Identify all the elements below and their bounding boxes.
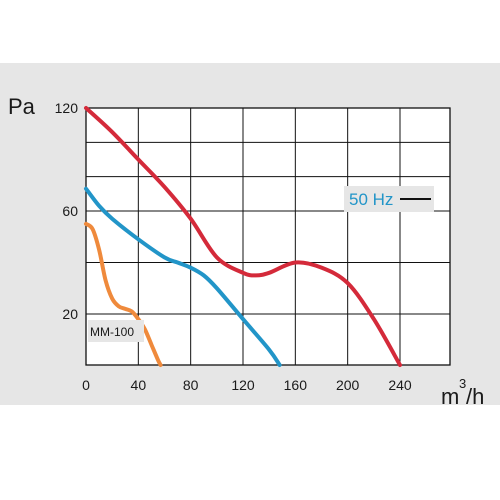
x-axis-label-base: m	[441, 384, 459, 409]
frequency-annotation: 50 Hz	[349, 190, 393, 209]
x-axis-label-tail: /h	[466, 384, 484, 409]
x-tick-label: 80	[183, 377, 199, 393]
x-tick-label: 200	[336, 377, 360, 393]
model-label-backdrop	[88, 320, 144, 342]
y-tick-label: 20	[62, 306, 78, 322]
plot-area	[85, 107, 451, 366]
chart-ticks: 0 40 80 120 160 200 240 20 60 120	[55, 100, 412, 393]
y-axis-label: Pa	[8, 94, 36, 119]
series-line-2	[84, 221, 163, 367]
series-line-1	[84, 186, 282, 367]
chart-curves	[84, 106, 402, 367]
chart-grid	[85, 107, 451, 366]
x-axis-label-superscript: 3	[459, 376, 466, 391]
x-tick-label: 120	[231, 377, 255, 393]
y-tick-label: 60	[62, 203, 78, 219]
x-tick-label: 40	[131, 377, 147, 393]
x-tick-label: 0	[82, 377, 90, 393]
series-line-0	[84, 106, 402, 367]
x-tick-label: 240	[388, 377, 412, 393]
y-tick-label: 120	[55, 100, 79, 116]
x-tick-label: 160	[284, 377, 308, 393]
model-annotation: MM-100	[90, 325, 134, 339]
